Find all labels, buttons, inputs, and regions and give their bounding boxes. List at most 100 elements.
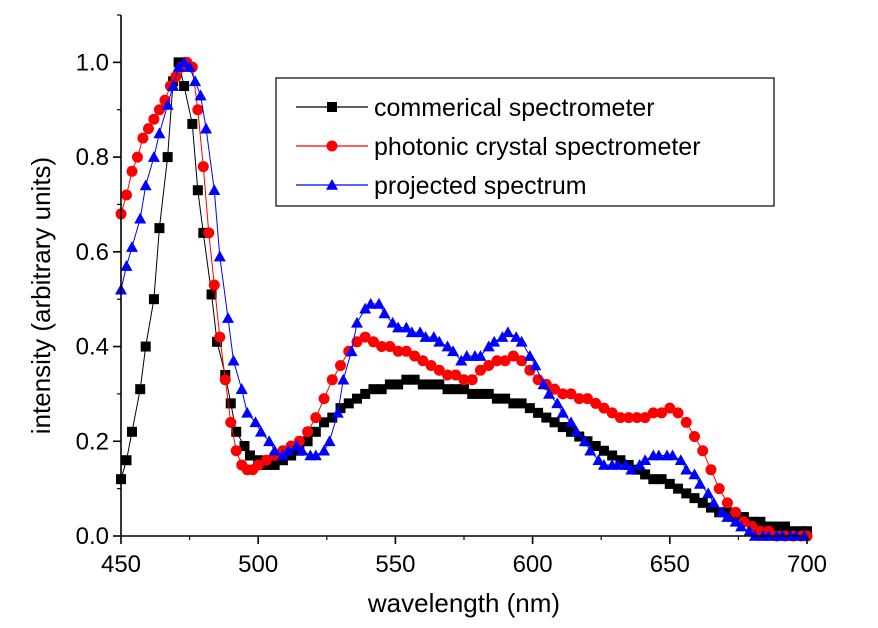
- data-point: [187, 118, 198, 129]
- data-point: [702, 487, 715, 499]
- data-point: [639, 454, 652, 466]
- data-point: [647, 407, 659, 419]
- data-point: [213, 250, 226, 262]
- data-point: [664, 478, 675, 489]
- data-point: [640, 469, 651, 480]
- data-point: [673, 483, 684, 494]
- data-point: [688, 431, 700, 443]
- plot-area: [115, 56, 813, 542]
- data-point: [566, 426, 577, 437]
- data-point: [715, 506, 728, 518]
- data-point: [491, 393, 502, 404]
- data-point: [310, 412, 322, 424]
- data-point: [405, 326, 418, 338]
- data-point: [450, 384, 461, 395]
- data-point: [581, 393, 593, 405]
- data-point: [573, 393, 585, 405]
- data-point: [475, 388, 486, 399]
- data-point: [433, 364, 445, 376]
- y-tick-label: 0.0: [76, 523, 109, 550]
- data-point: [417, 379, 428, 390]
- data-point: [434, 379, 445, 390]
- data-point: [433, 335, 446, 347]
- data-point: [126, 165, 138, 177]
- data-point: [148, 113, 160, 125]
- data-point: [450, 369, 462, 381]
- data-point: [126, 426, 137, 437]
- data-point: [537, 378, 550, 390]
- data-point: [121, 455, 132, 466]
- data-point: [153, 127, 166, 139]
- data-point: [507, 350, 519, 362]
- x-tick-label: 500: [238, 551, 278, 578]
- data-point: [400, 321, 413, 333]
- data-point: [488, 335, 501, 347]
- data-point: [386, 316, 399, 328]
- data-point: [419, 331, 432, 342]
- y-tick-label: 0.8: [76, 144, 109, 171]
- data-point: [360, 388, 371, 399]
- data-point: [206, 289, 217, 300]
- data-point: [194, 89, 207, 101]
- x-tick-label: 700: [787, 551, 827, 578]
- data-point: [384, 341, 396, 353]
- axes: 450 500 550 600 650 700 0.0 0.2 0.4 0.6 0.8 1.0: [76, 14, 827, 578]
- data-point: [227, 354, 240, 366]
- data-point: [483, 359, 495, 371]
- data-point: [343, 398, 354, 409]
- data-point: [392, 321, 405, 333]
- data-point: [192, 104, 204, 116]
- legend-entry-label: projected spectrum: [374, 172, 587, 200]
- data-point: [549, 417, 560, 428]
- data-point: [225, 398, 236, 409]
- data-point: [384, 379, 395, 390]
- data-point: [378, 307, 391, 319]
- data-point: [533, 407, 544, 418]
- data-point: [183, 61, 196, 72]
- data-point: [192, 185, 203, 196]
- data-point: [179, 81, 190, 92]
- data-point: [656, 474, 667, 485]
- y-tick-label: 1.0: [76, 49, 109, 76]
- y-tick-label: 0.6: [76, 239, 109, 266]
- data-point: [409, 350, 421, 362]
- data-point: [235, 383, 248, 394]
- data-point: [120, 189, 132, 201]
- y-tick-label: 0.2: [76, 428, 109, 455]
- data-point: [249, 416, 262, 428]
- data-point: [263, 435, 276, 447]
- data-point: [656, 407, 668, 419]
- data-point: [268, 444, 281, 456]
- data-point: [367, 336, 379, 348]
- data-point: [364, 297, 377, 309]
- data-point: [721, 511, 734, 522]
- data-point: [467, 388, 478, 399]
- x-tick-label: 550: [375, 551, 415, 578]
- data-point: [230, 445, 242, 457]
- data-point: [203, 227, 215, 239]
- data-point: [606, 407, 618, 419]
- data-point: [197, 161, 209, 173]
- data-point: [244, 450, 255, 461]
- data-point: [730, 506, 742, 518]
- data-point: [376, 341, 388, 353]
- data-point: [474, 364, 486, 376]
- data-point: [345, 345, 358, 357]
- data-point: [705, 464, 717, 476]
- data-point: [674, 454, 687, 466]
- data-point: [598, 402, 610, 414]
- data-point: [372, 297, 385, 309]
- data-point: [721, 497, 733, 509]
- data-point: [154, 223, 165, 234]
- data-point: [631, 412, 643, 424]
- data-point: [501, 326, 514, 338]
- data-point: [619, 458, 632, 470]
- data-point: [142, 123, 154, 135]
- data-point: [755, 516, 766, 527]
- data-point: [743, 525, 756, 537]
- data-point: [161, 98, 174, 110]
- data-point: [556, 406, 569, 418]
- data-point: [688, 468, 701, 480]
- data-point: [557, 388, 569, 400]
- data-point: [351, 393, 362, 404]
